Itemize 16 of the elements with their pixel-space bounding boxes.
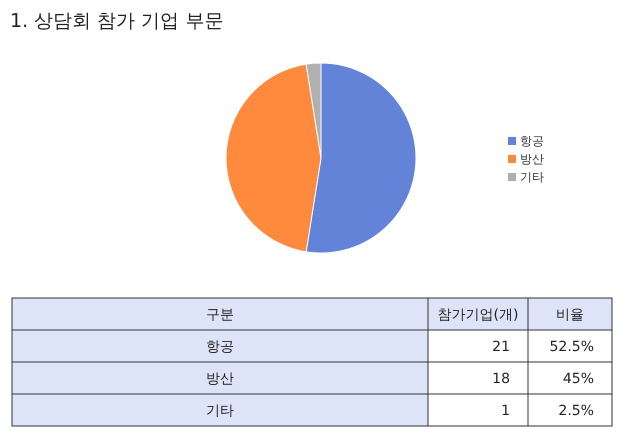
text: 참가기업(개) — [438, 307, 518, 323]
legend-label: 항공 — [520, 134, 544, 148]
series-label: 비율 — [556, 307, 584, 323]
data-label: 52.5% — [550, 339, 594, 355]
category-label: 방산 — [206, 371, 234, 387]
legend-label: 기타 — [520, 170, 544, 184]
data-label: 1 — [501, 403, 510, 419]
category-label: 항공 — [206, 339, 234, 355]
data-label: 45% — [562, 371, 594, 387]
text: 구분 — [206, 307, 234, 323]
category-label: 기타 — [206, 403, 234, 419]
legend-label: 방산 — [520, 152, 544, 166]
data-label: 18 — [492, 371, 510, 387]
data-label: 2.5% — [558, 403, 594, 419]
data-label: 21 — [492, 339, 510, 355]
chart-title: 1. 상담회 참가 기업 부문 — [10, 10, 224, 32]
